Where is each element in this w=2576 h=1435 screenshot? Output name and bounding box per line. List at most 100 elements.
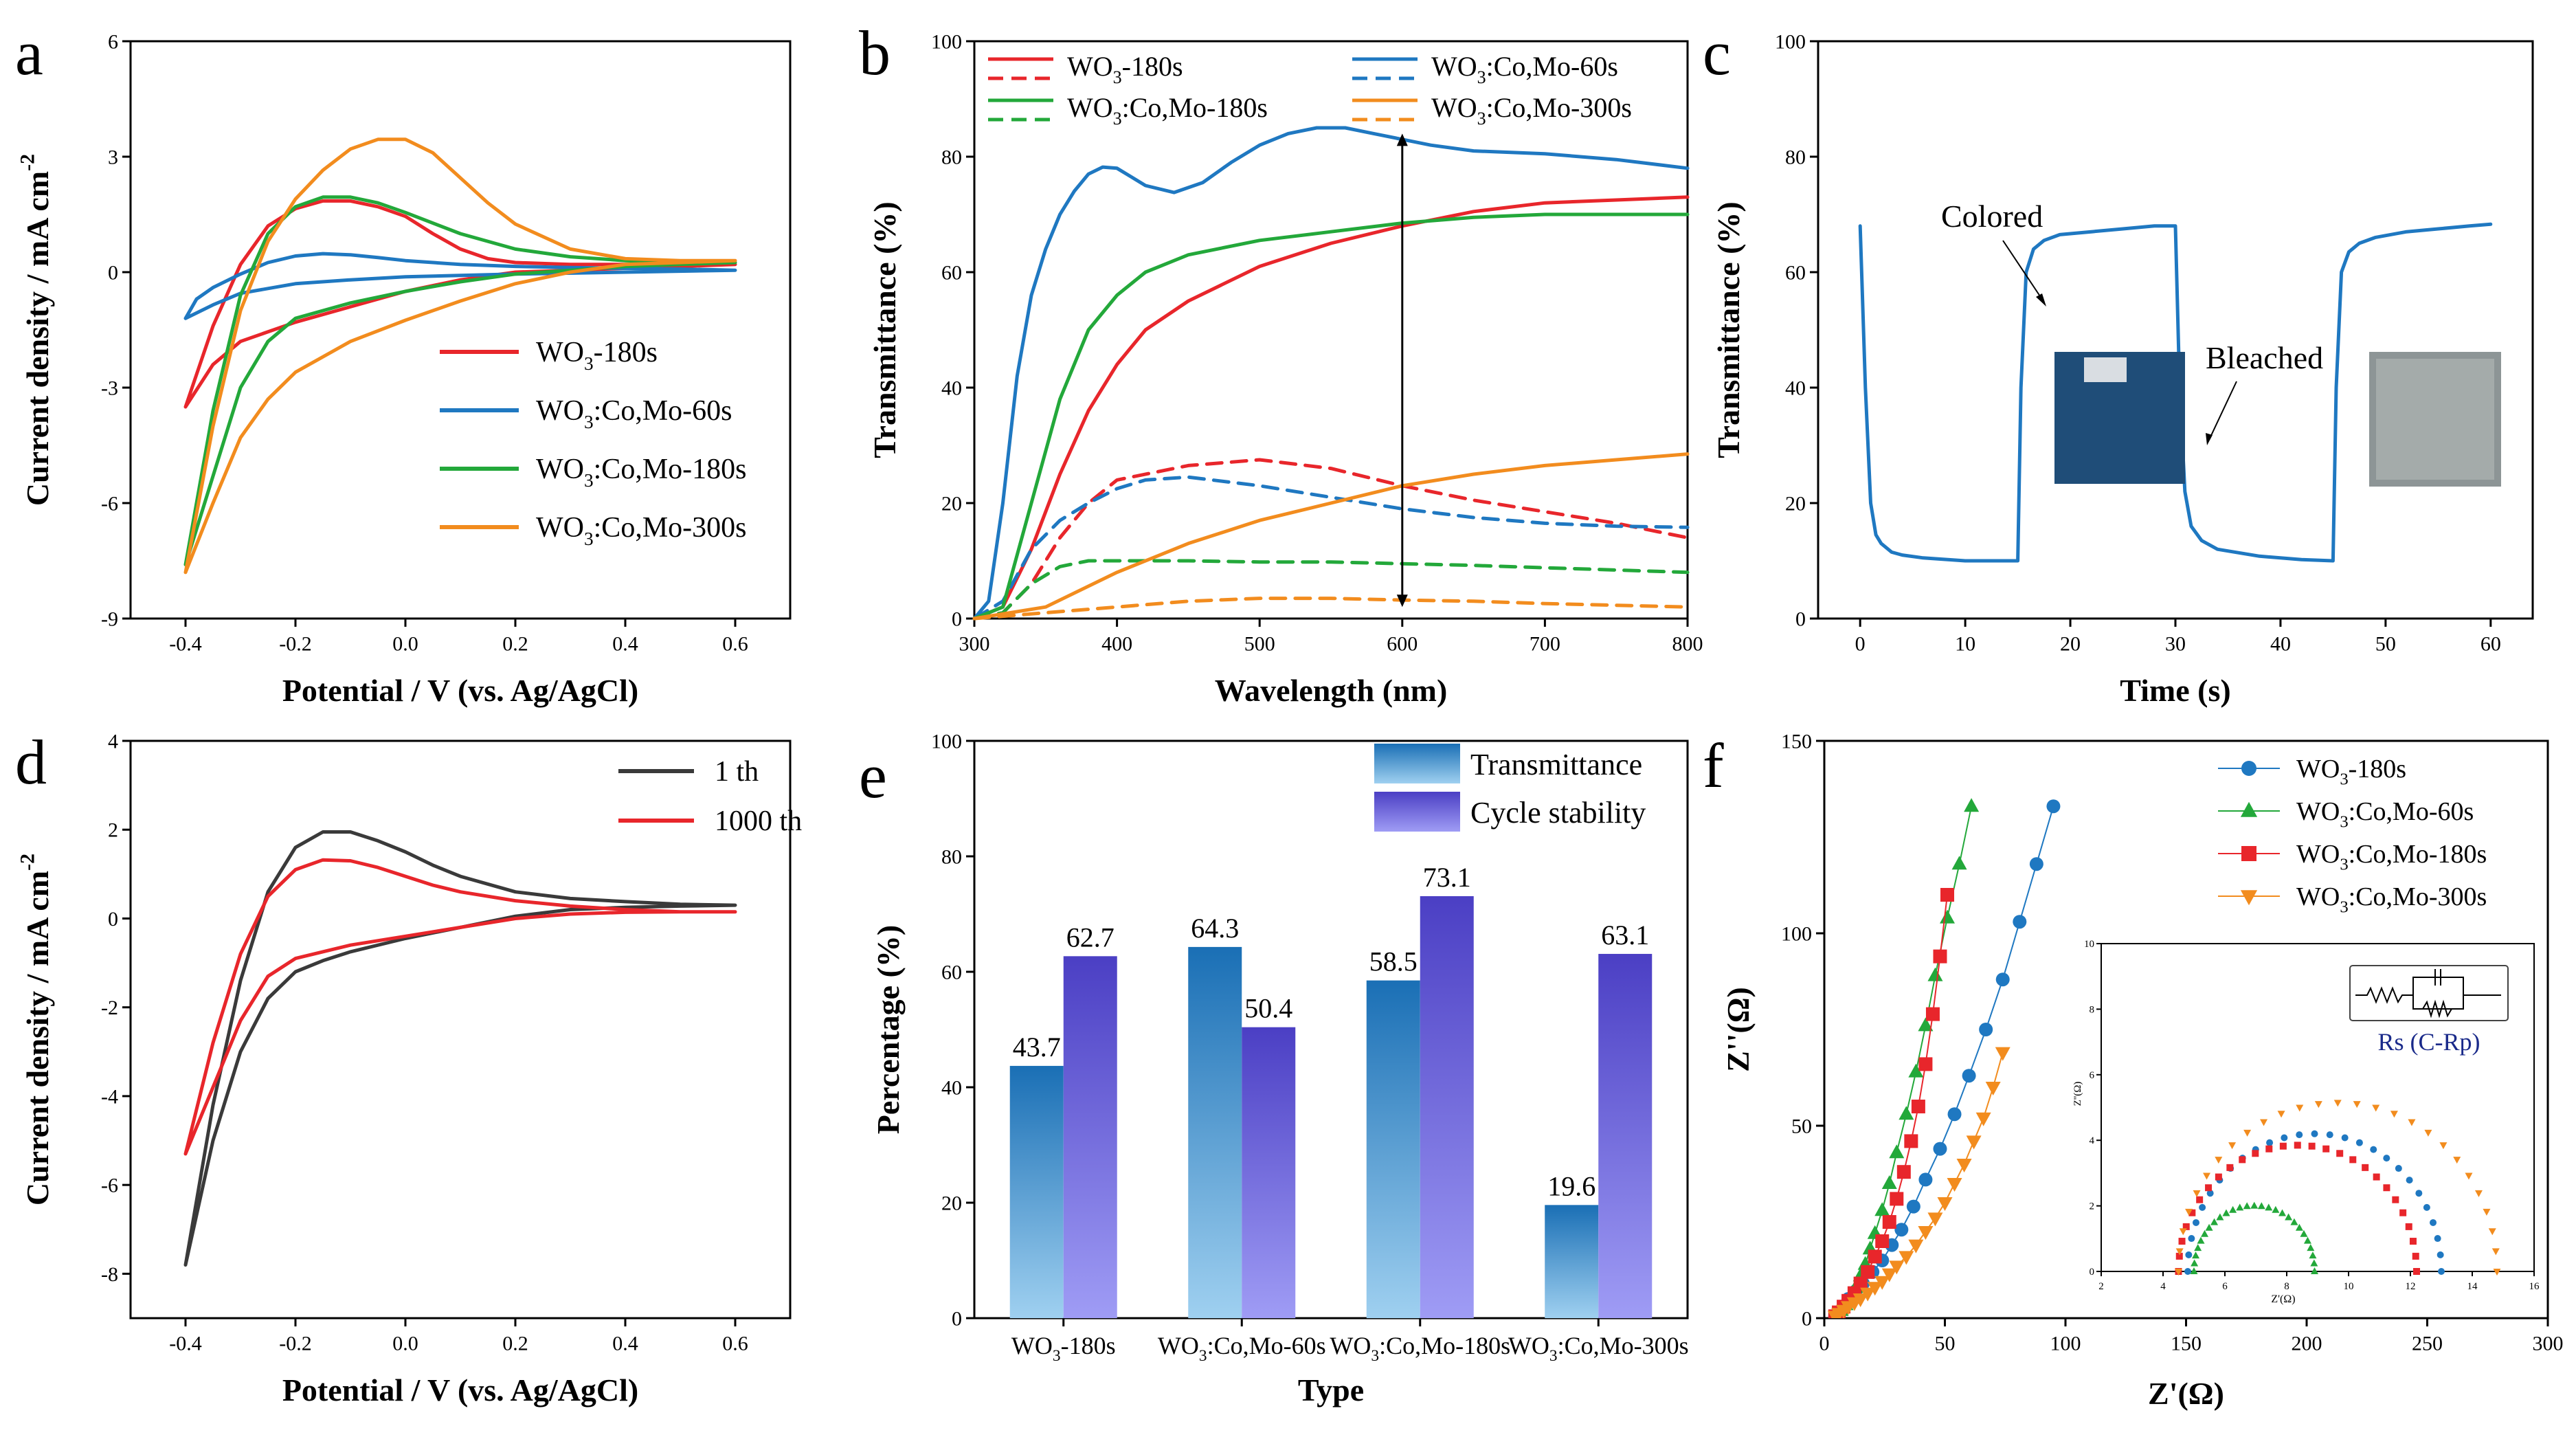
bar-value-label: 58.5 [1369, 946, 1418, 977]
plot-frame [973, 40, 1689, 620]
plot-frame [1817, 40, 2534, 620]
annotation-pointer [2208, 381, 2237, 441]
inset-data-point [2277, 1111, 2285, 1118]
inset-data-point [2314, 1101, 2322, 1109]
data-point [2029, 857, 2043, 871]
inset-data-point [2278, 1209, 2287, 1216]
x-axis-label: Time (s) [2120, 673, 2230, 708]
series-line [1835, 894, 1948, 1317]
arrow-head-down [1396, 594, 1408, 608]
inset-data-point [2228, 1142, 2237, 1150]
inset-data-point [2333, 1100, 2342, 1107]
inset-data-point [2193, 1190, 2201, 1197]
data-point [1925, 1007, 1940, 1021]
legend: WO3-180s WO3:Co,Mo-60s WO3:Co,Mo-180s WO3:C… [2218, 755, 2487, 917]
inset-data-point [2326, 1131, 2333, 1139]
data-point [1947, 1178, 1962, 1192]
inset-data-point [2399, 1209, 2407, 1216]
legend-label: WO3:Co,Mo-60s [1431, 51, 1618, 87]
data-point [1899, 1106, 1914, 1120]
inset-data-point [2362, 1164, 2369, 1171]
inset-data-point [2210, 1218, 2219, 1225]
inset-data-point [2265, 1145, 2273, 1153]
inset-data-point [2453, 1157, 2461, 1164]
x-tick-label: 60 [2480, 633, 2501, 656]
inset-data-point [2215, 1157, 2223, 1164]
y-tick-label: 40 [941, 377, 962, 400]
inset-y-axis-label: Z''(Ω) [2072, 1082, 2083, 1106]
inset-data-point [2406, 1177, 2413, 1184]
inset-data-point [2349, 1156, 2357, 1164]
data-point [1951, 856, 1967, 870]
chart-d: -0.4 -0.2 0.0 0.2 0.4 0.6 -8 -6 -4 -2 0 2 4 Potential… [16, 731, 802, 1408]
panel-label-b: b [859, 18, 891, 88]
inset-data-point [2205, 1223, 2213, 1231]
data-point [1933, 1142, 1947, 1156]
bar-value-label: 19.6 [1547, 1170, 1595, 1201]
data-point [1875, 1234, 1890, 1248]
data-point [1995, 1047, 2011, 1061]
series-line [1835, 805, 1973, 1317]
y-tick-label: 60 [941, 961, 962, 984]
x-tick-label: -0.2 [279, 633, 312, 656]
data-point [1985, 1082, 2001, 1095]
data-point [1874, 1276, 1890, 1290]
inset-data-point [2190, 1267, 2198, 1274]
y-tick-label: 20 [941, 493, 962, 515]
inset-data-point [2372, 1104, 2380, 1112]
inset-data-point [2196, 1196, 2204, 1203]
series-line [183, 195, 737, 567]
inset-data-point [2390, 1111, 2398, 1118]
data-point [1918, 1017, 1934, 1032]
legend-label: Cycle stability [1470, 796, 1646, 830]
chart-c: 0 10 20 30 40 50 60 0 20 40 60 80 100 Time (s) Transmi… [1711, 31, 2534, 708]
inset-data-point [2185, 1208, 2193, 1216]
y-axis-label: Percentage (%) [871, 925, 906, 1134]
inset-data-point [2409, 1238, 2417, 1245]
inset-data-point [2175, 1252, 2183, 1260]
data-point [1906, 1199, 1920, 1214]
bar-transmittance [1009, 1065, 1064, 1318]
y-tick-label: 150 [1781, 731, 1812, 753]
legend-label: WO3:Co,Mo-60s [536, 395, 732, 432]
inset-data-point [2309, 1252, 2317, 1259]
x-tick-label: 150 [2171, 1333, 2202, 1355]
chart-a: -0.4 -0.2 0.0 0.2 0.4 0.6 -9 -6 -3 0 3 6 Potential /… [16, 31, 792, 708]
inset-y-tick-label: 4 [2090, 1135, 2095, 1146]
inset-data-point [2474, 1190, 2483, 1197]
x-tick-label: 400 [1101, 633, 1132, 656]
y-tick-label: 40 [1785, 377, 1806, 400]
series-line [972, 458, 1690, 621]
legend-label: WO3:Co,Mo-180s [2296, 840, 2487, 874]
bleached-film-surface [2376, 359, 2494, 480]
series-line [972, 452, 1690, 621]
data-point [1918, 1057, 1933, 1071]
y-axis-label: Transmittance (%) [867, 201, 902, 458]
legend-label: WO3:Co,Mo-300s [536, 512, 747, 549]
y-tick-label: -3 [101, 377, 118, 400]
panel-label-c: c [1703, 18, 1731, 88]
inset-data-point [2192, 1252, 2200, 1259]
data-point [1881, 1268, 1897, 1282]
x-tick-label: 0.2 [502, 1333, 528, 1355]
data-point [1979, 1023, 1993, 1036]
inset-data-point [2185, 1251, 2193, 1258]
y-tick-label: -6 [101, 1175, 118, 1197]
inset-data-point [2175, 1248, 2184, 1256]
y-tick-label: 80 [941, 146, 962, 169]
y-tick-label: 0 [952, 1308, 962, 1331]
legend-label: WO3:Co,Mo-60s [2296, 797, 2474, 832]
data-point [1896, 1165, 1911, 1179]
inset-data-point [2194, 1244, 2202, 1252]
data-point [1975, 1112, 1991, 1126]
bar-value-label: 50.4 [1244, 993, 1292, 1024]
data-point [1852, 1293, 1868, 1307]
y-tick-label: 60 [941, 262, 962, 285]
inset-y-tick-label: 8 [2090, 1004, 2095, 1015]
legend-label: WO3-180s [1067, 51, 1183, 87]
x-tick-label: 0.6 [722, 633, 748, 656]
inset-data-point [2415, 1190, 2423, 1197]
x-tick-label: 20 [2060, 633, 2081, 656]
panel-label-a: a [15, 18, 43, 88]
data-point [1908, 1239, 1924, 1254]
